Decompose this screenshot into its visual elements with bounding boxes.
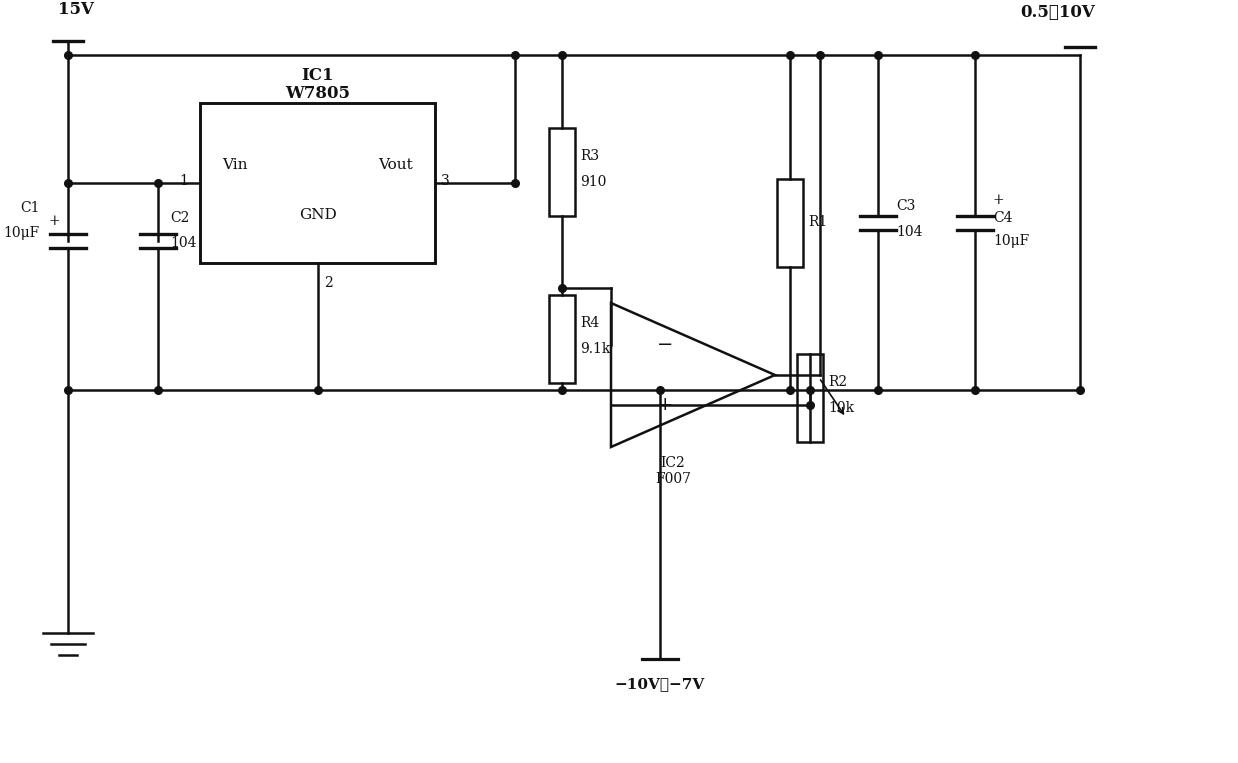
Text: C1: C1 (21, 201, 40, 215)
Text: IC1: IC1 (301, 66, 334, 83)
Text: R2: R2 (828, 375, 847, 388)
Text: −: − (657, 336, 673, 354)
Text: 15V: 15V (58, 1, 94, 18)
Bar (777, 179, 803, 266)
Text: R3: R3 (579, 149, 599, 163)
Text: −10V～−7V: −10V～−7V (615, 677, 706, 691)
Text: IC2: IC2 (661, 456, 686, 470)
Text: 10μF: 10μF (993, 233, 1029, 247)
Text: 104: 104 (896, 226, 922, 240)
Text: F007: F007 (655, 472, 691, 486)
Text: R1: R1 (808, 215, 827, 230)
Text: 10k: 10k (828, 401, 854, 414)
Bar (548, 127, 574, 215)
Text: C3: C3 (896, 199, 915, 214)
Text: 104: 104 (170, 236, 197, 250)
Text: Vin: Vin (222, 158, 248, 172)
Text: Vout: Vout (379, 158, 413, 172)
Text: GND: GND (298, 208, 337, 222)
Text: 9.1k: 9.1k (579, 342, 610, 356)
Bar (548, 295, 574, 383)
Text: 10μF: 10μF (4, 226, 40, 240)
Text: R4: R4 (579, 316, 599, 330)
Text: +: + (993, 194, 1004, 208)
Text: C4: C4 (993, 211, 1013, 226)
Text: 910: 910 (579, 175, 607, 188)
Bar (201, 103, 435, 263)
Text: +: + (48, 214, 59, 228)
Text: W7805: W7805 (285, 85, 350, 102)
Text: 2: 2 (324, 276, 333, 290)
Bar (797, 353, 823, 442)
Text: 0.5～10V: 0.5～10V (1020, 5, 1094, 21)
Text: C2: C2 (170, 211, 189, 225)
Text: +: + (656, 396, 673, 414)
Text: 3: 3 (441, 174, 449, 188)
Text: 1: 1 (180, 174, 188, 188)
